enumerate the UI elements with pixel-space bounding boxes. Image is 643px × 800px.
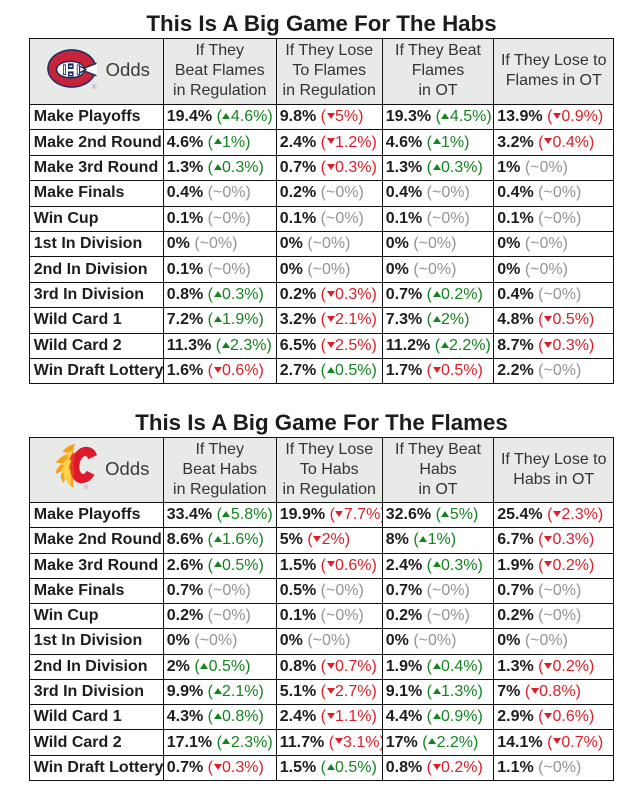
svg-text:®: ® <box>84 485 88 490</box>
svg-text:®: ® <box>92 84 97 89</box>
